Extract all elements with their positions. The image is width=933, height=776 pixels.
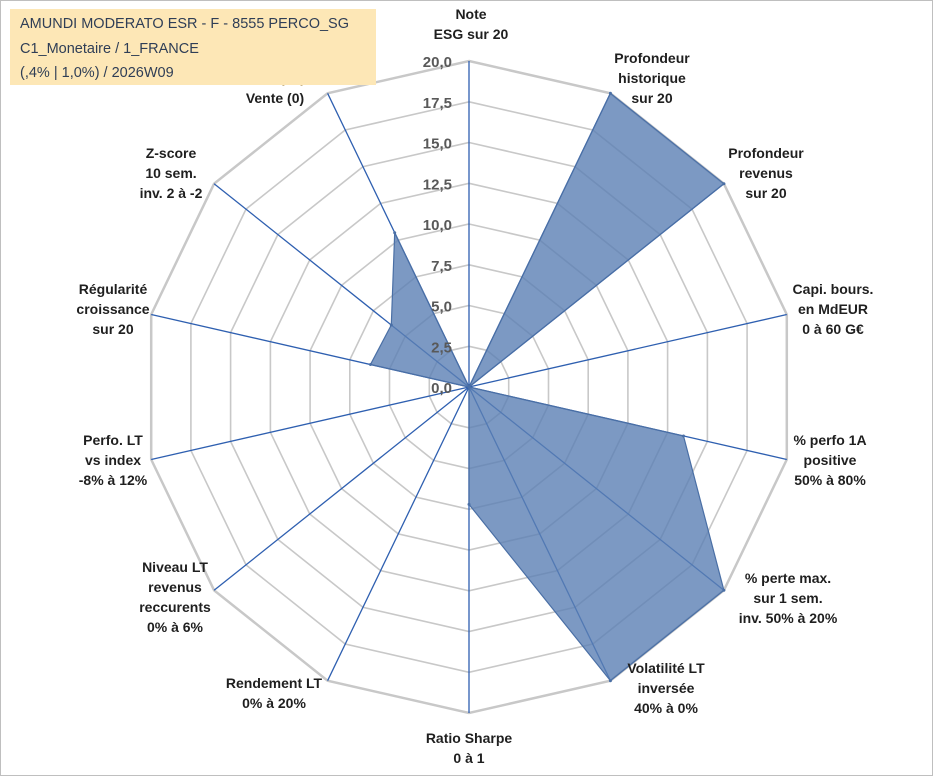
axis-label-line: 10 sem. — [145, 165, 196, 181]
series-point — [608, 91, 612, 95]
category-labels: Note ESG sur 20 Profondeur historique sur 20… — [76, 6, 873, 766]
tick-label: 5,0 — [431, 299, 452, 316]
axis-label-line: historique — [618, 70, 686, 86]
axis-label-line: sur 20 — [745, 185, 786, 201]
fund-name: AMUNDI MODERATO ESR - F - 8555 PERCO_SG — [20, 16, 349, 32]
axis-label: % perte max. sur 1 sem. inv. 50% à 20% — [739, 570, 838, 626]
axis-label-line: positive — [804, 452, 857, 468]
axis-label-line: Perfo. LT — [83, 432, 143, 448]
axis-label-line: inv. 2 à -2 — [140, 185, 203, 201]
spoke-line — [327, 386, 470, 681]
axis-label-line: Volatilité LT — [627, 660, 705, 676]
fund-category: C1_Monetaire / 1_FRANCE — [20, 41, 199, 57]
axis-label-line: inversée — [638, 680, 695, 696]
axis-label: Volatilité LT inversée 40% à 0% — [627, 660, 705, 716]
axis-label: % perfo 1A positive 50% à 80% — [793, 432, 866, 488]
axis-label-line: en MdEUR — [798, 301, 868, 317]
axis-label-line: 40% à 0% — [634, 700, 698, 716]
axis-label-line: -8% à 12% — [79, 472, 148, 488]
series-point — [722, 588, 726, 592]
fund-period: (,4% | 1,0%) / 2026W09 — [20, 65, 174, 81]
axis-label-line: Profondeur — [728, 145, 804, 161]
axis-label-line: sur 20 — [92, 321, 133, 337]
axis-label-line: Vente (0) — [246, 90, 304, 106]
axis-label-line: sur 20 — [631, 90, 672, 106]
axis-label-line: revenus — [148, 579, 202, 595]
axis-label-line: inv. 50% à 20% — [739, 610, 838, 626]
tick-label: 7,5 — [431, 258, 452, 275]
axis-label-line: Profondeur — [614, 50, 690, 66]
axis-label: Niveau LT revenus reccurents 0% à 6% — [139, 559, 211, 635]
axis-label: Perfo. LT vs index -8% à 12% — [79, 432, 148, 488]
axis-label-line: Ratio Sharpe — [426, 730, 513, 746]
axis-label-line: vs index — [85, 452, 141, 468]
radial-tick-labels: 0,0 2,5 5,0 7,5 10,0 12,5 15,0 17,5 20,0 — [423, 54, 452, 397]
axis-label-line: 0 à 60 G€ — [802, 321, 864, 337]
series-point — [608, 679, 612, 683]
axis-label: Profondeur revenus sur 20 — [728, 145, 804, 201]
radar-series — [369, 91, 726, 683]
axis-label: Profondeur historique sur 20 — [614, 50, 690, 106]
spoke-line — [468, 313, 787, 388]
axis-label-line: % perfo 1A — [793, 432, 866, 448]
spoke-line — [213, 386, 470, 591]
axis-label: Z-score 10 sem. inv. 2 à -2 — [140, 145, 203, 201]
axis-label-line: Niveau LT — [142, 559, 208, 575]
tick-label: 15,0 — [423, 136, 452, 153]
axis-label-line: reccurents — [139, 599, 211, 615]
axis-label: Note ESG sur 20 — [434, 6, 509, 42]
series-point — [722, 182, 726, 186]
axis-label-line: Capi. bours. — [793, 281, 874, 297]
tick-label: 12,5 — [423, 176, 452, 193]
axis-label: Rendement LT 0% à 20% — [226, 675, 323, 711]
series-point — [369, 363, 372, 366]
axis-label: Ratio Sharpe 0 à 1 — [426, 730, 513, 766]
tick-label: 17,5 — [423, 95, 452, 112]
series-point — [467, 502, 471, 506]
axis-label-line: sur 1 sem. — [753, 590, 822, 606]
spoke-line — [151, 386, 470, 461]
tick-label: 2,5 — [431, 339, 452, 356]
axis-label-line: ESG sur 20 — [434, 26, 509, 42]
series-point — [467, 385, 471, 389]
tick-label: 20,0 — [423, 54, 452, 71]
axis-label-line: revenus — [739, 165, 793, 181]
axis-label-line: croissance — [76, 301, 149, 317]
axis-label-line: Z-score — [146, 145, 197, 161]
series-point — [393, 231, 397, 235]
axis-label-line: % perte max. — [745, 570, 831, 586]
series-point — [682, 434, 685, 438]
axis-label-line: Régularité — [79, 281, 148, 297]
fund-info-box: AMUNDI MODERATO ESR - F - 8555 PERCO_SG … — [10, 9, 376, 85]
axis-label-line: 0% à 20% — [242, 695, 306, 711]
axis-label-line: 50% à 80% — [794, 472, 866, 488]
series-point — [389, 323, 393, 327]
tick-label: 10,0 — [423, 217, 452, 234]
axis-label-line: Note — [455, 6, 486, 22]
axis-label: Capi. bours. en MdEUR 0 à 60 G€ — [793, 281, 874, 337]
tick-label: 0,0 — [431, 380, 452, 397]
axis-label-line: 0% à 6% — [147, 619, 204, 635]
axis-label-line: 0 à 1 — [453, 750, 484, 766]
axis-label: Régularité croissance sur 20 — [76, 281, 149, 337]
axis-label-line: Rendement LT — [226, 675, 323, 691]
